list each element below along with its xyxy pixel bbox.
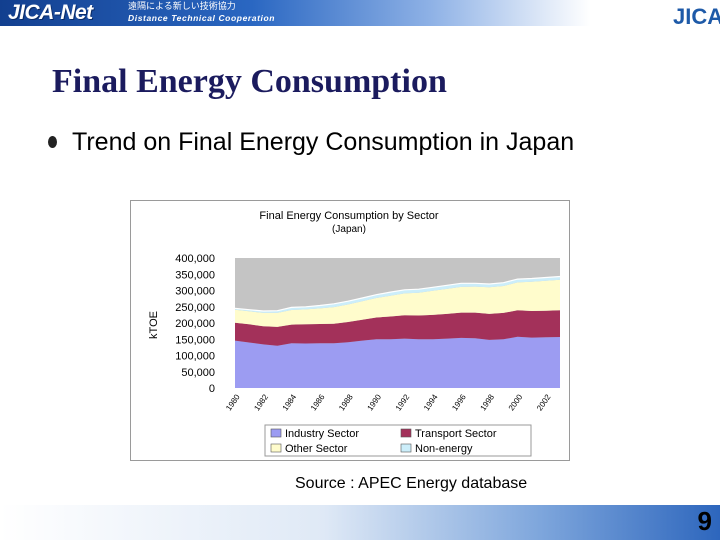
chart-subtitle: (Japan) — [332, 224, 366, 235]
x-tick-label: 1992 — [394, 392, 412, 412]
header-banner: JICA-Net 遠隔による新しい技術協力 Distance Technical… — [0, 0, 720, 26]
legend-swatch-other — [270, 443, 282, 453]
x-tick-label: 1984 — [281, 392, 299, 412]
x-tick-label: 1994 — [422, 392, 440, 412]
x-tick-label: 1998 — [478, 392, 496, 412]
x-tick-label: 1986 — [309, 392, 327, 412]
legend-swatch-transport — [400, 428, 412, 438]
y-tick-label: 400,000 — [175, 253, 215, 265]
legend-swatch-nonenergy — [400, 443, 412, 453]
x-tick-label: 1980 — [224, 392, 242, 412]
x-tick-label: 2000 — [507, 392, 525, 412]
source-caption: Source : APEC Energy database — [295, 475, 528, 492]
logo-japanese-tagline: 遠隔による新しい技術協力 — [128, 2, 236, 12]
chart-title: Final Energy Consumption by Sector — [259, 210, 438, 222]
page-title: Final Energy Consumption — [52, 63, 447, 100]
y-tick-label: 100,000 — [175, 351, 215, 363]
legend-label-industry: Industry Sector — [285, 428, 359, 440]
x-tick-label: 1990 — [365, 392, 383, 412]
y-tick-label: 150,000 — [175, 334, 215, 346]
x-tick-label: 1988 — [337, 392, 355, 412]
jica-logo: JICA — [673, 4, 720, 29]
jica-net-logo: JICA-Net — [8, 1, 93, 24]
page-number: 9 — [697, 506, 712, 536]
bullet-icon — [48, 136, 57, 148]
area-industry — [235, 336, 560, 388]
footer-bar — [0, 505, 720, 540]
logo-tagline: Distance Technical Cooperation — [128, 13, 276, 23]
legend-label-transport: Transport Sector — [415, 428, 497, 440]
y-tick-label: 300,000 — [175, 286, 215, 298]
y-tick-label: 0 — [209, 383, 215, 395]
y-axis-label: kTOE — [148, 311, 160, 339]
chart-frame: Final Energy Consumption by Sector (Japa… — [130, 200, 570, 461]
y-tick-label: 50,000 — [181, 367, 215, 379]
x-tick-label: 2002 — [535, 392, 553, 412]
stacked-area-chart: Final Energy Consumption by Sector (Japa… — [148, 210, 561, 457]
legend-box — [264, 424, 532, 457]
area-transport — [235, 310, 560, 346]
y-tick-label: 200,000 — [175, 318, 215, 330]
y-tick-label: 250,000 — [175, 302, 215, 314]
x-tick-label: 1996 — [450, 392, 468, 412]
legend-label-nonenergy: Non-energy — [415, 443, 473, 455]
area-nonenergy — [235, 276, 560, 313]
legend-swatch-industry — [270, 428, 282, 438]
bullet-text: Trend on Final Energy Consumption in Jap… — [72, 128, 575, 156]
y-tick-label: 350,000 — [175, 269, 215, 281]
legend-label-other: Other Sector — [285, 443, 348, 455]
x-tick-label: 1982 — [252, 392, 270, 412]
stack-top-line — [234, 275, 561, 312]
area-other — [235, 279, 560, 327]
